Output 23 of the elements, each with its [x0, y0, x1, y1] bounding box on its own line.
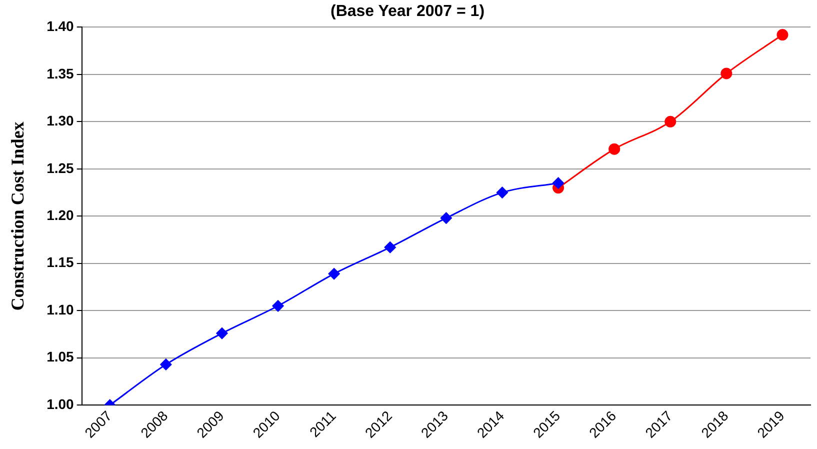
chart-title: (Base Year 2007 = 1)	[330, 3, 485, 20]
y-tick-label: 1.10	[46, 301, 74, 318]
point	[328, 268, 340, 280]
point	[216, 328, 228, 340]
point	[272, 300, 284, 312]
point	[664, 116, 676, 128]
y-tick-label: 1.40	[46, 18, 74, 34]
y-tick-label: 1.15	[46, 254, 74, 270]
y-tick-label: 1.35	[46, 65, 74, 82]
y-tick-label: 1.30	[46, 112, 74, 129]
point	[552, 177, 564, 189]
point	[608, 143, 620, 155]
y-axis-title: Construction Cost Index	[7, 122, 28, 311]
point	[440, 212, 452, 224]
point	[160, 358, 172, 370]
point	[720, 68, 732, 80]
y-tick-label: 1.00	[46, 396, 74, 412]
y-tick-label: 1.05	[46, 348, 74, 365]
point	[384, 242, 396, 254]
point	[776, 29, 788, 41]
point	[496, 186, 508, 198]
y-tick-label: 1.20	[46, 207, 74, 224]
y-tick-label: 1.25	[46, 160, 74, 176]
